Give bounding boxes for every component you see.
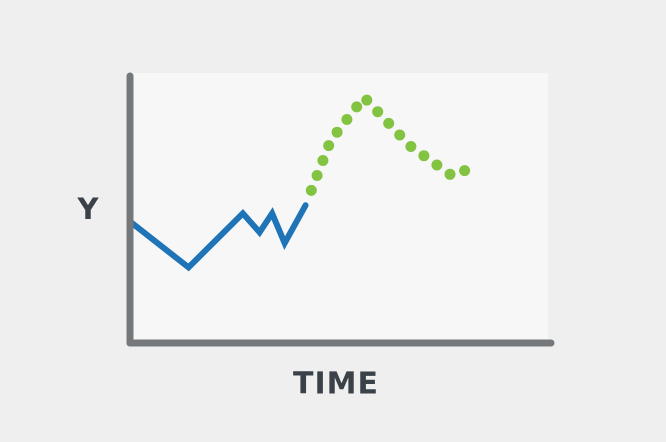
series-dot [317, 155, 329, 166]
series-dot [444, 168, 456, 180]
series-dot [431, 159, 443, 171]
series-dot [331, 126, 343, 138]
series-dot [323, 140, 335, 152]
series-dot [372, 106, 384, 118]
series-dot [459, 165, 471, 177]
series-layer [127, 94, 471, 272]
y-axis-label: Y [77, 192, 100, 226]
series-dot [351, 101, 363, 113]
series-dot [418, 150, 430, 162]
series-dot [405, 141, 417, 152]
series-dot [305, 184, 317, 196]
series-dot [394, 129, 406, 141]
series-dot [341, 114, 353, 125]
series-dot [361, 94, 373, 106]
plot-area [130, 73, 548, 343]
series-line-solid [127, 202, 309, 272]
series-dot [311, 170, 323, 181]
x-axis-label: TIME [293, 367, 379, 402]
series-dot [383, 117, 395, 129]
